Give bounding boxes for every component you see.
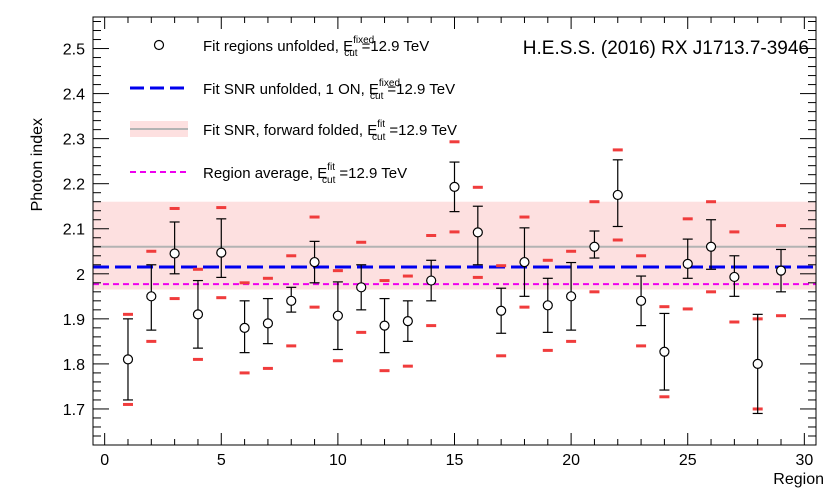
data-point: [309, 256, 320, 268]
data-point: [589, 241, 600, 252]
data-point: [379, 320, 390, 331]
legend-label-regions: Fit regions unfolded, Efixed cut =12.9 TeV: [203, 35, 429, 59]
y-tick-label: 2.5: [63, 42, 85, 59]
reference-lines-layer: [93, 245, 816, 286]
axes-frame: 0 5 10 15 20 25 30 1.7 1.8 1.9 2 2.1 2.2 2.3 2.4 2.5: [63, 16, 817, 469]
x-tick-label: 20: [562, 452, 580, 469]
x-tick-label: 0: [100, 452, 109, 469]
forward-folded-band: [93, 201, 816, 290]
legend-label-forward-folded: Fit SNR, forward folded, Efit cut =12.9 Te…: [203, 119, 457, 143]
data-point: [426, 275, 437, 286]
data-point: [356, 282, 367, 293]
data-point: [682, 258, 693, 269]
data-point: [146, 291, 157, 302]
x-tick-label: 25: [679, 452, 697, 469]
data-point: [566, 291, 577, 302]
systematic-bars-layer: [122, 140, 787, 411]
data-point: [496, 305, 507, 316]
x-tick-label: 30: [795, 452, 813, 469]
data-point: [402, 316, 413, 327]
data-point: [519, 256, 530, 268]
y-tick-label: 2.3: [63, 132, 85, 149]
data-point: [612, 189, 623, 201]
legend-entry-snr-unfolded: Fit SNR unfolded, 1 ON, Efixed cut =12.9 T…: [130, 78, 455, 102]
y-tick-label: 1.7: [63, 402, 85, 419]
x-tick-label: 10: [329, 452, 347, 469]
data-point: [775, 265, 787, 276]
x-tick-label: 5: [217, 452, 226, 469]
data-point: [286, 295, 297, 306]
data-point: [216, 247, 227, 258]
x-tick-label: 15: [446, 452, 464, 469]
data-point: [169, 248, 180, 259]
data-point: [705, 241, 717, 252]
data-points-layer: [122, 159, 787, 415]
chart-title: H.E.S.S. (2016) RX J1713.7-3946: [523, 38, 809, 59]
y-axis-label: Photon index: [29, 118, 46, 211]
data-point: [472, 227, 483, 238]
data-point: [542, 300, 553, 311]
y-tick-label: 2.2: [63, 177, 85, 194]
data-point: [239, 322, 250, 333]
data-point: [729, 271, 740, 283]
legend-entry-regions: Fit regions unfolded, Efixed cut =12.9 TeV: [153, 35, 429, 59]
legend-label-snr-unfolded: Fit SNR unfolded, 1 ON, Efixed cut =12.9 T…: [203, 78, 455, 102]
legend: Fit regions unfolded, Efixed cut =12.9 TeV…: [130, 35, 457, 186]
data-point: [752, 358, 763, 370]
legend-entry-region-average: Region average, Efit cut =12.9 TeV: [130, 162, 407, 186]
y-tick-label: 1.8: [63, 357, 85, 374]
x-axis-label: Region: [773, 471, 824, 488]
band-layer: [93, 201, 816, 290]
data-point: [332, 310, 343, 321]
y-tick-label: 2: [76, 267, 85, 284]
legend-label-region-average: Region average, Efit cut =12.9 TeV: [203, 162, 407, 186]
data-point: [635, 295, 647, 306]
data-point: [262, 318, 274, 329]
legend-marker-circle: [153, 39, 165, 51]
data-point: [122, 354, 134, 365]
legend-entry-forward-folded: Fit SNR, forward folded, Efit cut =12.9 Te…: [130, 119, 457, 143]
y-tick-label: 2.1: [63, 222, 85, 239]
data-point: [449, 181, 460, 192]
y-tick-label: 2.4: [63, 87, 85, 104]
data-point: [192, 309, 204, 320]
y-tick-label: 1.9: [63, 312, 85, 329]
data-point: [659, 346, 670, 357]
